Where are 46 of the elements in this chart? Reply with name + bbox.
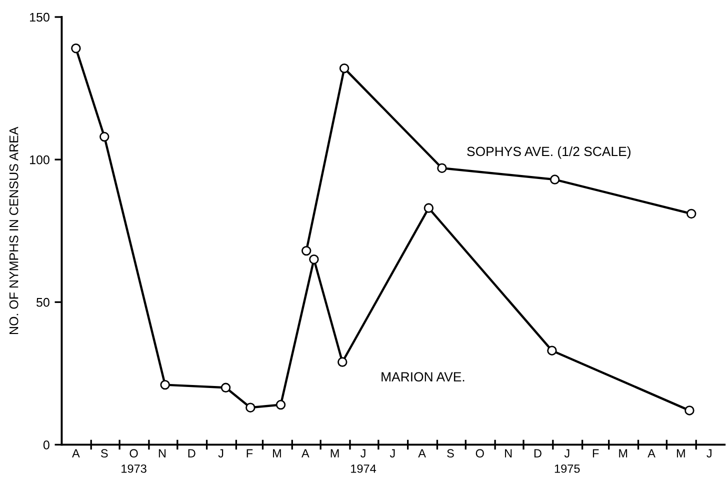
x-tick-label: M [619,449,628,458]
x-tick-label: A [418,449,426,458]
point [220,382,231,393]
point [550,174,560,184]
x-tick-label: M [676,449,685,458]
x-tick-label: J [390,449,395,458]
x-tick-label: S [100,449,108,458]
point [246,402,256,412]
point [302,246,312,256]
point [160,380,170,390]
y-tick-label: 100 [30,155,50,164]
x-tick-label: S [447,449,454,458]
x-tick-label: A [72,449,80,458]
x-tick-label: A [302,449,310,458]
x-tick-label: O 1973 [122,449,146,473]
point [309,254,319,264]
x-tick-label: F [246,449,253,458]
point [547,346,557,356]
y-tick-label: 150 [30,12,50,22]
point [71,44,81,54]
y-tick-label: 50 [36,298,50,307]
point [339,63,350,74]
text: MARION AVE. [382,372,464,382]
point [437,163,447,173]
x-tick-label: M [273,449,281,458]
y-tick-label: 0 [43,440,50,450]
x-tick-label: J 1974 [351,449,376,473]
point [338,357,348,367]
x-tick-label: J [706,449,712,458]
x-tick-label: M [330,449,339,458]
x-tick-label: F [592,449,599,458]
point [684,406,694,416]
x-tick-label: D [534,449,542,458]
x-tick-label: D [188,449,196,458]
x-tick-label: A [648,449,656,458]
series-label: SOPHYS AVE. (1/2 SCALE) [467,146,630,159]
x-tick-label: N [158,449,166,458]
point [424,203,434,213]
point [686,208,696,219]
x-tick-label: N [505,449,512,458]
x-tick-label: J 1975 [554,449,580,473]
point [276,400,286,410]
x-tick-label: O [476,449,484,458]
y-axis-title: NO. OF NYMPHS IN CENSUS AREA [9,126,18,334]
point [100,132,110,142]
x-tick-label: J [218,449,224,458]
